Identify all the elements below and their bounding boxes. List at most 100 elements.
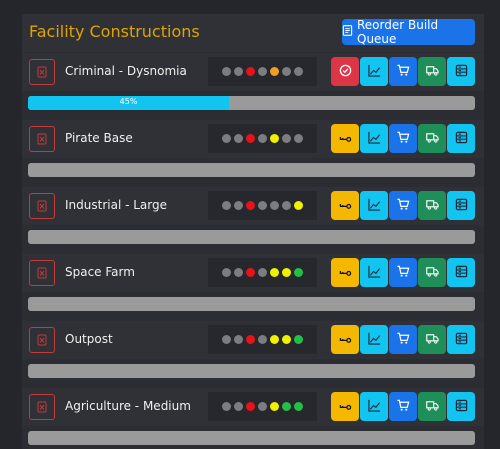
delete-button[interactable] xyxy=(29,193,55,219)
storage-button[interactable] xyxy=(447,124,475,153)
facility-name: Industrial - Large xyxy=(65,198,167,212)
storage-button[interactable] xyxy=(447,191,475,220)
delete-button[interactable] xyxy=(29,394,55,420)
delete-button[interactable] xyxy=(29,126,55,152)
status-dot-red xyxy=(246,67,255,76)
action-buttons xyxy=(331,258,475,287)
progress-bar xyxy=(28,431,475,445)
ship-button[interactable] xyxy=(418,191,446,220)
stats-button[interactable] xyxy=(360,124,388,153)
status-dot-gray xyxy=(282,67,291,76)
truck-icon xyxy=(425,397,439,416)
status-dot-gray xyxy=(258,335,267,344)
cart-icon xyxy=(396,330,410,349)
action-buttons xyxy=(331,325,475,354)
facility-row: Space Farm xyxy=(22,254,484,292)
buy-button[interactable] xyxy=(389,191,417,220)
status-dot-gray xyxy=(222,268,231,277)
ship-button[interactable] xyxy=(418,325,446,354)
facility-name: Agriculture - Medium xyxy=(65,399,191,413)
status-dot-gray xyxy=(294,67,303,76)
status-dot-yellow xyxy=(270,335,279,344)
status-dot-green xyxy=(294,335,303,344)
delete-button[interactable] xyxy=(29,327,55,353)
storage-icon xyxy=(455,129,468,148)
progress-bar xyxy=(28,364,475,378)
status-dots xyxy=(208,124,317,153)
key-button[interactable] xyxy=(331,258,359,287)
facility-name: Outpost xyxy=(65,332,113,346)
status-dot-green xyxy=(294,402,303,411)
cart-icon xyxy=(396,129,410,148)
list-icon xyxy=(342,25,353,39)
stats-button[interactable] xyxy=(360,57,388,86)
storage-button[interactable] xyxy=(447,258,475,287)
storage-icon xyxy=(455,62,468,81)
status-dot-gray xyxy=(234,67,243,76)
trash-icon xyxy=(37,63,47,82)
status-dots xyxy=(208,57,317,86)
status-dot-yellow xyxy=(270,402,279,411)
trash-icon xyxy=(37,398,47,417)
key-icon xyxy=(339,263,352,282)
storage-button[interactable] xyxy=(447,325,475,354)
key-button[interactable] xyxy=(331,124,359,153)
storage-button[interactable] xyxy=(447,392,475,421)
status-dot-gray xyxy=(234,201,243,210)
progress-bar xyxy=(28,297,475,311)
progress-bar xyxy=(28,163,475,177)
status-dot-gray xyxy=(234,268,243,277)
buy-button[interactable] xyxy=(389,325,417,354)
ship-button[interactable] xyxy=(418,124,446,153)
ship-button[interactable] xyxy=(418,258,446,287)
action-buttons xyxy=(331,191,475,220)
status-dot-gray xyxy=(258,67,267,76)
delete-button[interactable] xyxy=(29,260,55,286)
reorder-build-queue-button[interactable]: Reorder Build Queue xyxy=(342,18,475,46)
truck-icon xyxy=(425,330,439,349)
status-dot-gray xyxy=(282,134,291,143)
key-button[interactable] xyxy=(331,392,359,421)
chart-icon xyxy=(367,62,381,81)
ship-button[interactable] xyxy=(418,392,446,421)
progress-fill xyxy=(28,96,230,110)
buy-button[interactable] xyxy=(389,258,417,287)
buy-button[interactable] xyxy=(389,392,417,421)
chart-icon xyxy=(367,263,381,282)
key-button[interactable] xyxy=(331,191,359,220)
status-dot-gray xyxy=(258,134,267,143)
status-dot-red xyxy=(246,268,255,277)
facility-name: Space Farm xyxy=(65,265,135,279)
truck-icon xyxy=(425,196,439,215)
delete-button[interactable] xyxy=(29,59,55,85)
stats-button[interactable] xyxy=(360,325,388,354)
stats-button[interactable] xyxy=(360,392,388,421)
trash-icon xyxy=(37,264,47,283)
trash-icon xyxy=(37,130,47,149)
ship-button[interactable] xyxy=(418,57,446,86)
stats-button[interactable] xyxy=(360,191,388,220)
storage-button[interactable] xyxy=(447,57,475,86)
storage-icon xyxy=(455,330,468,349)
status-dot-yellow xyxy=(282,335,291,344)
truck-icon xyxy=(425,263,439,282)
storage-icon xyxy=(455,263,468,282)
buy-button[interactable] xyxy=(389,124,417,153)
status-dot-yellow xyxy=(282,268,291,277)
status-dot-red xyxy=(246,402,255,411)
cart-icon xyxy=(396,62,410,81)
panel-header: Facility Constructions Reorder Build Que… xyxy=(22,14,484,52)
status-dot-gray xyxy=(270,201,279,210)
cart-icon xyxy=(396,263,410,282)
status-dot-yellow xyxy=(294,201,303,210)
buy-button[interactable] xyxy=(389,57,417,86)
facility-row: Industrial - Large xyxy=(22,187,484,225)
complete-button[interactable] xyxy=(331,57,359,86)
facility-row: Agriculture - Medium xyxy=(22,388,484,426)
key-icon xyxy=(339,129,352,148)
reorder-button-label: Reorder Build Queue xyxy=(357,18,439,46)
stats-button[interactable] xyxy=(360,258,388,287)
check-circle-icon xyxy=(339,62,352,81)
progress-bar xyxy=(28,230,475,244)
key-button[interactable] xyxy=(331,325,359,354)
